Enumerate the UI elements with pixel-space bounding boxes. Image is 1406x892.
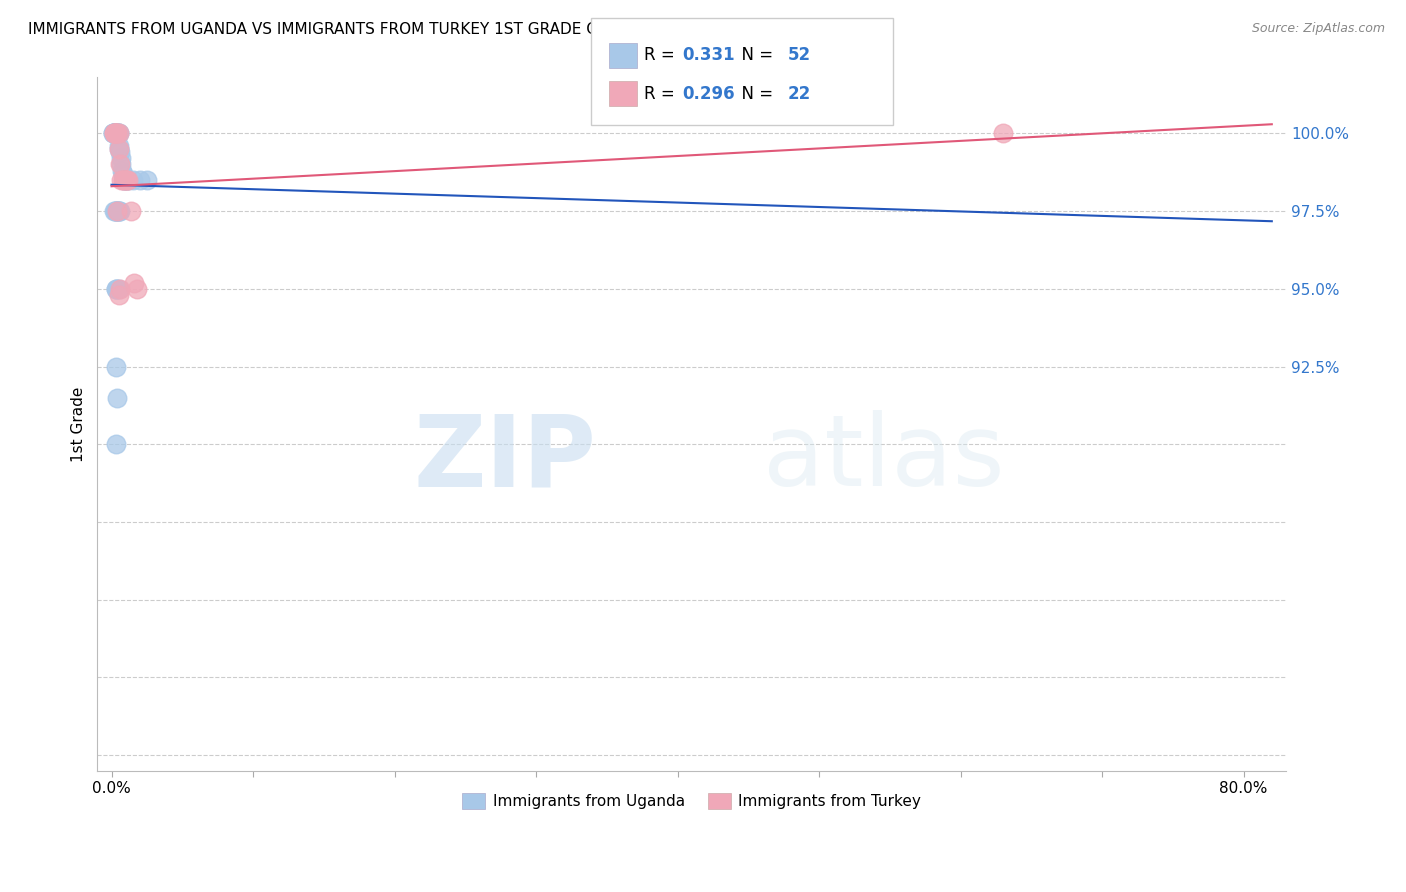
- Point: [108, 282, 131, 296]
- Point: [117, 173, 139, 187]
- Point: [122, 276, 145, 290]
- Point: [103, 127, 125, 141]
- Point: [111, 163, 134, 178]
- Point: [107, 127, 129, 141]
- Point: [105, 391, 128, 405]
- Point: [107, 127, 129, 141]
- Point: [107, 204, 129, 219]
- Point: [115, 173, 138, 187]
- Point: [105, 127, 128, 141]
- Point: [103, 127, 125, 141]
- Point: [120, 204, 142, 219]
- Point: [112, 173, 135, 187]
- Text: IMMIGRANTS FROM UGANDA VS IMMIGRANTS FROM TURKEY 1ST GRADE CORRELATION CHART: IMMIGRANTS FROM UGANDA VS IMMIGRANTS FRO…: [28, 22, 751, 37]
- Point: [108, 138, 131, 153]
- Point: [103, 127, 125, 141]
- Point: [110, 157, 132, 171]
- Point: [104, 282, 127, 296]
- Point: [108, 142, 131, 156]
- Text: atlas: atlas: [763, 410, 1005, 508]
- Point: [101, 127, 124, 141]
- Point: [104, 204, 127, 219]
- Point: [125, 282, 148, 296]
- Text: 52: 52: [787, 46, 810, 64]
- Point: [108, 204, 131, 219]
- Text: Source: ZipAtlas.com: Source: ZipAtlas.com: [1251, 22, 1385, 36]
- Point: [104, 437, 127, 451]
- Point: [105, 359, 128, 374]
- Point: [108, 157, 131, 171]
- Point: [105, 204, 128, 219]
- Legend: Immigrants from Uganda, Immigrants from Turkey: Immigrants from Uganda, Immigrants from …: [456, 787, 928, 815]
- Point: [103, 127, 125, 141]
- Point: [104, 127, 127, 141]
- Text: 0.296: 0.296: [682, 85, 734, 103]
- Point: [104, 127, 127, 141]
- Text: R =: R =: [644, 85, 681, 103]
- Point: [105, 127, 128, 141]
- Point: [107, 127, 129, 141]
- Point: [104, 127, 127, 141]
- Point: [107, 204, 129, 219]
- Point: [128, 173, 150, 187]
- Point: [111, 167, 134, 181]
- Point: [105, 127, 128, 141]
- Point: [104, 127, 127, 141]
- Point: [121, 173, 143, 187]
- Point: [110, 173, 132, 187]
- Text: R =: R =: [644, 46, 681, 64]
- Point: [104, 204, 127, 219]
- Point: [105, 127, 128, 141]
- Point: [107, 127, 129, 141]
- Point: [115, 173, 138, 187]
- Point: [111, 173, 134, 187]
- Point: [110, 151, 132, 165]
- Point: [991, 127, 1014, 141]
- Point: [107, 127, 129, 141]
- Point: [103, 127, 125, 141]
- Point: [104, 127, 127, 141]
- Text: ZIP: ZIP: [413, 410, 596, 508]
- Text: 22: 22: [787, 85, 811, 103]
- Point: [112, 173, 135, 187]
- Point: [105, 282, 128, 296]
- Point: [114, 173, 136, 187]
- Point: [108, 142, 131, 156]
- Text: 0.331: 0.331: [682, 46, 734, 64]
- Point: [105, 282, 128, 296]
- Point: [107, 282, 129, 296]
- Point: [114, 173, 136, 187]
- Point: [103, 127, 125, 141]
- Point: [108, 145, 131, 159]
- Point: [107, 288, 129, 302]
- Point: [108, 204, 131, 219]
- Point: [105, 127, 128, 141]
- Point: [105, 127, 128, 141]
- Point: [103, 127, 125, 141]
- Point: [105, 204, 128, 219]
- Point: [103, 204, 125, 219]
- Point: [112, 173, 135, 187]
- Point: [105, 204, 128, 219]
- Point: [104, 127, 127, 141]
- Point: [104, 127, 127, 141]
- Point: [103, 127, 125, 141]
- Point: [117, 173, 139, 187]
- Point: [104, 127, 127, 141]
- Y-axis label: 1st Grade: 1st Grade: [72, 386, 86, 462]
- Text: N =: N =: [731, 85, 779, 103]
- Text: N =: N =: [731, 46, 779, 64]
- Point: [135, 173, 157, 187]
